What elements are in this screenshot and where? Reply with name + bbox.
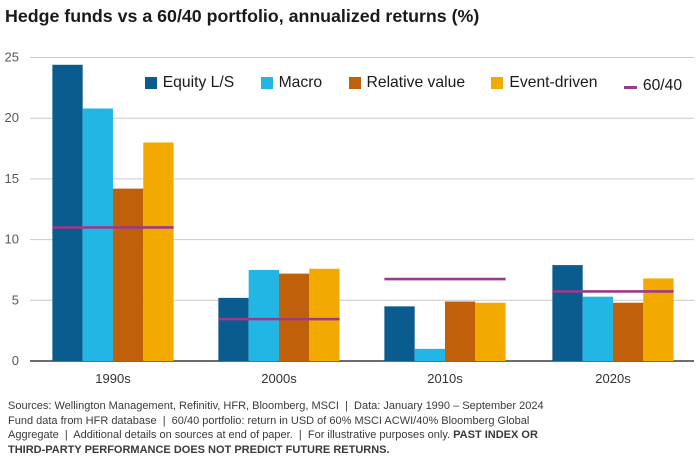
svg-text:1990s: 1990s bbox=[95, 371, 131, 386]
svg-text:20: 20 bbox=[5, 110, 19, 125]
svg-text:2020s: 2020s bbox=[595, 371, 631, 386]
svg-text:2010s: 2010s bbox=[427, 371, 463, 386]
svg-text:10: 10 bbox=[5, 232, 19, 247]
svg-text:2000s: 2000s bbox=[261, 371, 297, 386]
svg-text:25: 25 bbox=[5, 50, 19, 65]
svg-text:15: 15 bbox=[5, 171, 19, 186]
svg-text:5: 5 bbox=[12, 292, 19, 307]
svg-text:0: 0 bbox=[12, 353, 19, 368]
